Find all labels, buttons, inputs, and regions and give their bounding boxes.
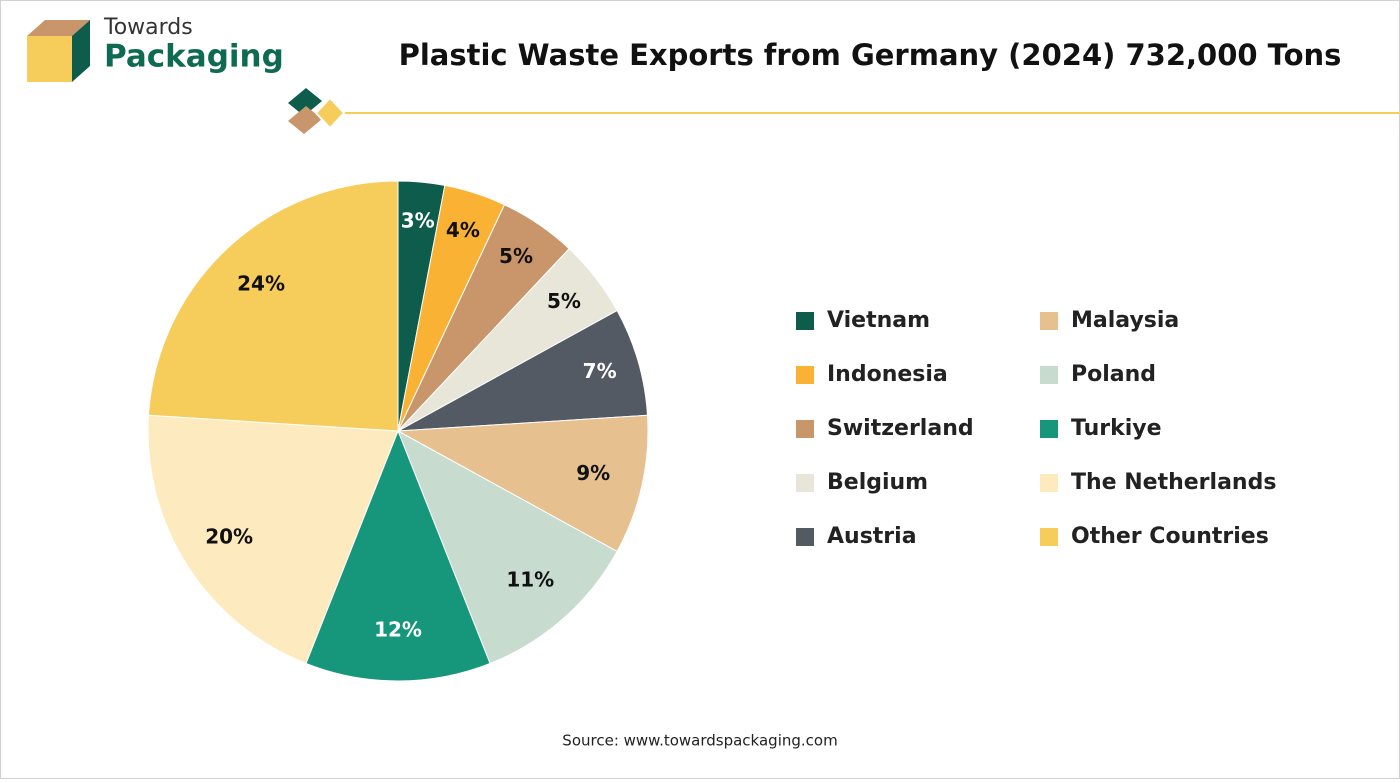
legend-swatch <box>796 528 814 546</box>
data-label: 5% <box>547 289 581 313</box>
pie-slice <box>396 414 649 553</box>
brand-bottom: Packaging <box>104 39 284 75</box>
pie-slice <box>147 180 399 432</box>
legend-swatch <box>1040 366 1058 384</box>
legend-label: Other Countries <box>1071 524 1269 549</box>
data-label: 9% <box>576 461 610 485</box>
legend-label: Turkiye <box>1071 416 1162 441</box>
legend-label: Poland <box>1071 362 1156 387</box>
data-label: 12% <box>374 618 422 642</box>
data-label: 3% <box>401 208 435 232</box>
legend-swatch <box>1040 312 1058 330</box>
divider <box>288 88 1400 134</box>
legend-swatch <box>1040 528 1058 546</box>
legend-swatch <box>796 312 814 330</box>
legend-label: Vietnam <box>827 308 930 333</box>
legend-label: The Netherlands <box>1071 470 1276 495</box>
legend-swatch <box>796 420 814 438</box>
source: Source: www.towardspackaging.com <box>562 732 837 750</box>
legend-label: Malaysia <box>1071 308 1179 333</box>
legend-label: Switzerland <box>827 416 974 441</box>
legend-swatch <box>1040 474 1058 492</box>
legend-label: Indonesia <box>827 362 948 387</box>
pie-slice <box>305 429 491 682</box>
data-label: 20% <box>205 525 253 549</box>
pie-slice <box>397 309 649 432</box>
data-label: 7% <box>583 359 617 383</box>
legend-swatch <box>1040 420 1058 438</box>
legend-label: Belgium <box>827 470 928 495</box>
data-label: 5% <box>499 244 533 268</box>
data-label: 4% <box>446 218 480 242</box>
legend-label: Austria <box>827 524 917 549</box>
legend-swatch <box>796 366 814 384</box>
pie-slice <box>147 414 399 665</box>
legend-swatch <box>796 474 814 492</box>
chart-title: Plastic Waste Exports from Germany (2024… <box>399 38 1342 72</box>
data-label: 11% <box>506 568 554 592</box>
pie-slice <box>397 429 618 665</box>
data-label: 24% <box>237 272 285 296</box>
logo-icon <box>27 20 90 82</box>
brand-top: Towards <box>103 15 193 40</box>
